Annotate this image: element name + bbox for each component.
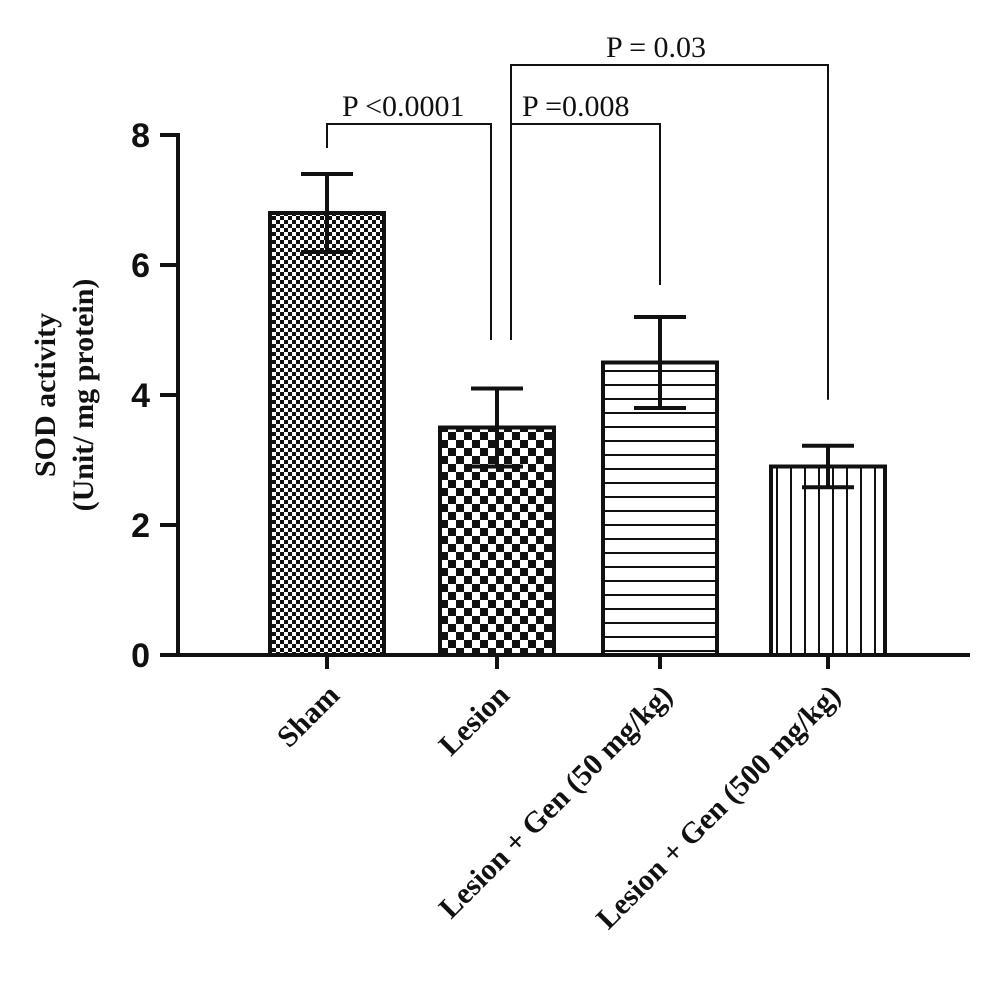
y-tick-label: 2	[131, 507, 150, 545]
bar	[268, 211, 386, 657]
bar	[769, 464, 887, 657]
y-tick-label: 0	[131, 637, 150, 675]
y-axis-title-line2: (Unit/ mg protein)	[67, 279, 100, 512]
y-axis-title: SOD activity (Unit/ mg protein)	[29, 279, 100, 512]
x-category-label: Sham	[271, 679, 346, 754]
y-tick-label: 8	[131, 117, 150, 155]
x-category-label: Lesion	[432, 678, 516, 762]
significance-bracket	[326, 123, 492, 340]
y-tick-label: 6	[131, 247, 150, 285]
significance-bracket	[510, 64, 829, 400]
y-axis-title-line1: SOD activity	[29, 313, 62, 477]
significance-label: P <0.0001	[342, 90, 465, 123]
y-tick-label: 4	[131, 377, 150, 415]
significance-label: P =0.008	[522, 90, 630, 123]
significance-bracket	[510, 123, 661, 340]
significance-label: P = 0.03	[606, 31, 706, 64]
